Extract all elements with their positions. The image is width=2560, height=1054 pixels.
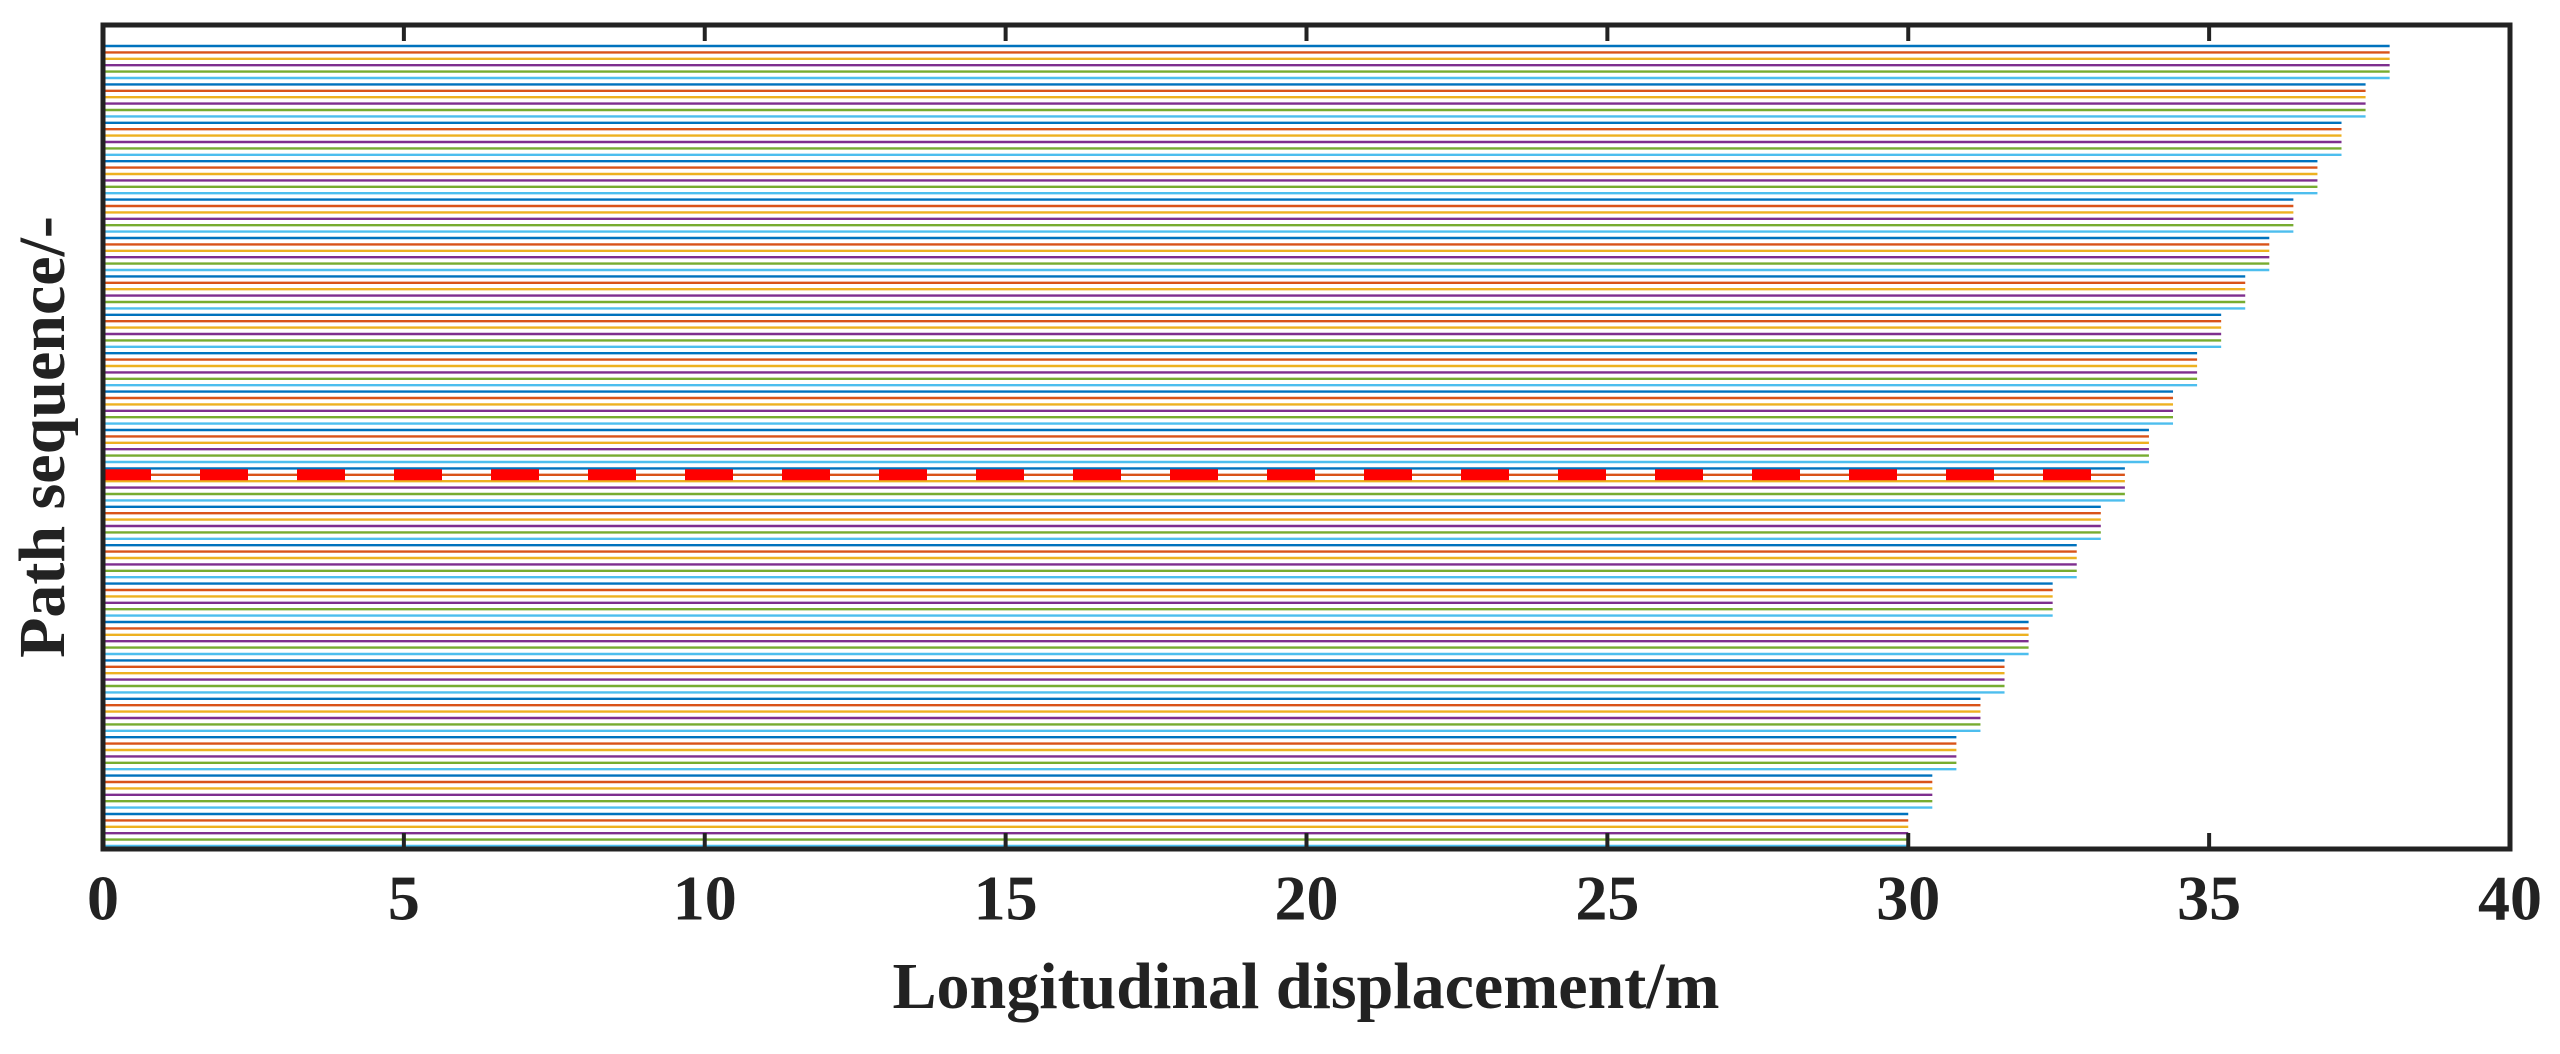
x-tick-label: 5 (388, 863, 420, 934)
x-tick-label: 15 (974, 863, 1038, 934)
x-tick-label: 0 (87, 863, 119, 934)
x-tick-label: 35 (2177, 863, 2241, 934)
x-tick-label: 10 (673, 863, 737, 934)
x-tick-label: 20 (1275, 863, 1339, 934)
x-axis-label: Longitudinal displacement/m (893, 950, 1720, 1023)
x-tick-label: 25 (1575, 863, 1639, 934)
x-tick-label: 30 (1876, 863, 1940, 934)
x-tick-label: 40 (2478, 863, 2542, 934)
y-axis-label: Path sequence/- (6, 216, 79, 658)
